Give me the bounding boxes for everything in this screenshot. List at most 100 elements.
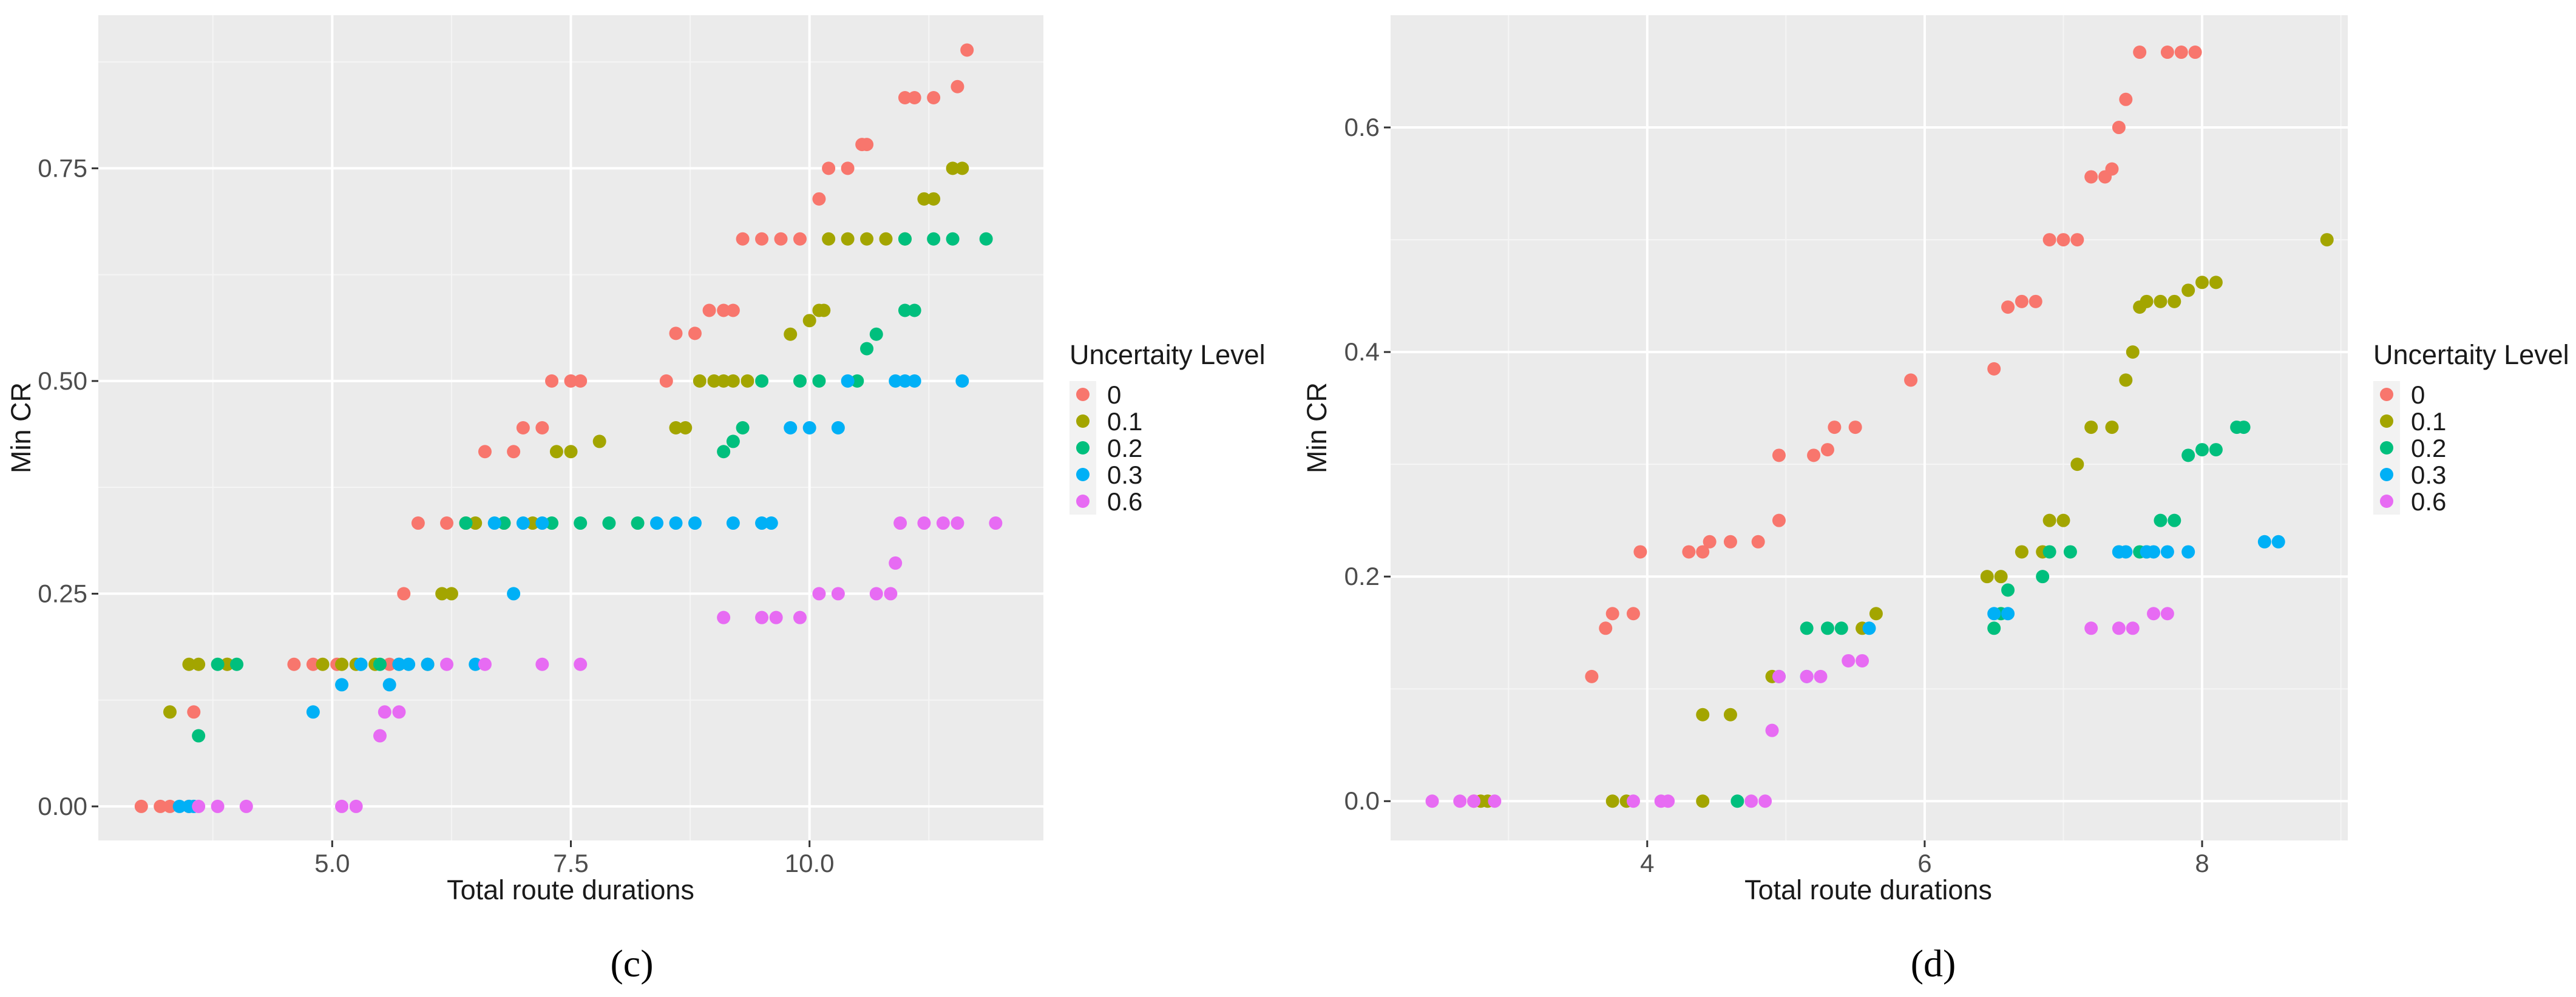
data-point-level-0-2 xyxy=(2195,443,2209,457)
legend-label: 0.6 xyxy=(1107,487,1142,516)
data-point-level-0-6 xyxy=(893,516,907,530)
data-point-level-0-6 xyxy=(917,516,931,530)
data-point-level-0-2 xyxy=(602,516,616,530)
data-point-level-0-2 xyxy=(946,232,960,246)
data-point-level-0-2 xyxy=(373,657,387,671)
data-point-level-0-3 xyxy=(2181,545,2195,559)
data-point-level-0 xyxy=(2029,294,2042,308)
data-point-level-0-1 xyxy=(316,657,330,671)
data-point-level-0-2 xyxy=(192,729,206,743)
data-point-level-0 xyxy=(717,303,731,317)
data-point-level-0 xyxy=(793,232,807,246)
data-point-level-0 xyxy=(2001,300,2015,314)
data-point-level-0 xyxy=(907,91,921,104)
data-point-level-0 xyxy=(287,657,301,671)
data-point-level-0-6 xyxy=(2160,607,2174,621)
data-point-level-0-3 xyxy=(1987,607,2001,621)
data-point-level-0-3 xyxy=(2001,607,2015,621)
data-point-level-0 xyxy=(163,799,177,813)
data-point-level-0-1 xyxy=(679,421,693,434)
legend-key-0-3 xyxy=(2380,468,2393,481)
data-point-level-0-1 xyxy=(2126,345,2140,359)
data-point-level-0-6 xyxy=(951,516,964,530)
legend-key-0-1 xyxy=(2380,414,2393,428)
data-point-level-0 xyxy=(1772,513,1786,527)
data-point-level-0-2 xyxy=(979,232,993,246)
data-point-level-0-2 xyxy=(230,657,244,671)
data-point-level-0-1 xyxy=(1605,794,1619,808)
data-point-level-0-1 xyxy=(163,705,177,719)
y-tick-label: 0.75 xyxy=(38,154,87,182)
data-point-level-0-6 xyxy=(1626,794,1640,808)
panel-d-caption: (d) xyxy=(1911,942,1956,985)
legend-key-0-6 xyxy=(1076,495,1090,508)
data-point-level-0 xyxy=(306,657,320,671)
data-point-level-0 xyxy=(1626,607,1640,621)
data-point-level-0-2 xyxy=(2063,545,2077,559)
data-point-level-0-6 xyxy=(373,729,387,743)
data-point-level-0 xyxy=(2105,162,2119,176)
legend-key-0-2 xyxy=(1076,441,1090,455)
data-point-level-0-6 xyxy=(211,799,225,813)
data-point-level-0 xyxy=(397,587,411,601)
y-tick-label: 0.6 xyxy=(1344,113,1380,141)
data-point-level-0-6 xyxy=(869,587,883,601)
data-point-level-0 xyxy=(1904,373,1918,387)
data-point-level-0-6 xyxy=(392,705,406,719)
data-point-level-0-6 xyxy=(989,516,1003,530)
y-tick-label: 0.2 xyxy=(1344,562,1380,590)
data-point-level-0-3 xyxy=(764,516,778,530)
x-tick-label: 10.0 xyxy=(785,849,835,877)
data-point-level-0-2 xyxy=(459,516,473,530)
data-point-level-0 xyxy=(1820,443,1834,457)
data-point-level-0-2 xyxy=(2154,513,2168,527)
data-point-level-0-2 xyxy=(869,327,883,341)
data-point-level-0-1 xyxy=(2015,545,2029,559)
data-point-level-0-1 xyxy=(1696,708,1710,722)
legend-key-0-6 xyxy=(2380,495,2393,508)
data-point-level-0-3 xyxy=(306,705,320,719)
data-point-level-0 xyxy=(411,516,425,530)
data-point-level-0-1 xyxy=(841,232,855,246)
data-point-level-0-2 xyxy=(2042,545,2056,559)
data-point-level-0-1 xyxy=(707,374,721,388)
data-point-level-0-2 xyxy=(793,374,807,388)
data-point-level-0-1 xyxy=(192,657,206,671)
data-point-level-0-1 xyxy=(526,516,540,530)
panel-d-x-axis-title: Total route durations xyxy=(1744,874,1992,905)
data-point-level-0-3 xyxy=(2257,535,2271,549)
panel-c-y-axis: 0.00 0.25 0.50 0.75 xyxy=(38,154,98,820)
data-point-level-0-1 xyxy=(860,232,874,246)
data-point-level-0-3 xyxy=(898,374,912,388)
data-point-level-0-2 xyxy=(907,303,921,317)
data-point-level-0-3 xyxy=(802,421,816,434)
data-point-level-0-2 xyxy=(2209,443,2223,457)
data-point-level-0-1 xyxy=(2209,275,2223,289)
data-point-level-0-6 xyxy=(1467,794,1481,808)
data-point-level-0 xyxy=(702,303,716,317)
data-point-level-0-1 xyxy=(2042,513,2056,527)
data-point-level-0-1 xyxy=(802,314,816,328)
data-point-level-0-2 xyxy=(898,303,912,317)
panel-c-points xyxy=(134,43,1003,813)
legend-key-0 xyxy=(2380,388,2393,401)
panel-d-background xyxy=(1391,15,2348,840)
data-point-level-0-6 xyxy=(2147,607,2161,621)
chart-c: 5.0 7.5 10.0 0.00 0.25 0.50 0.75 Total route … xyxy=(5,15,1266,985)
data-point-level-0-2 xyxy=(497,516,511,530)
data-point-level-0 xyxy=(545,374,559,388)
data-point-level-0 xyxy=(574,374,588,388)
data-point-level-0-1 xyxy=(741,374,754,388)
data-point-level-0-2 xyxy=(2237,421,2251,434)
data-point-level-0-1 xyxy=(2084,421,2098,434)
data-point-level-0 xyxy=(2070,233,2084,247)
legend-label: 0.3 xyxy=(1107,461,1142,489)
panel-c-y-axis-title: Min CR xyxy=(5,382,36,473)
data-point-level-0-6 xyxy=(812,587,826,601)
data-point-level-0-1 xyxy=(564,445,578,459)
data-point-level-0-6 xyxy=(1842,654,1856,667)
data-point-level-0 xyxy=(1828,421,1842,434)
data-point-level-0 xyxy=(1848,421,1862,434)
data-point-level-0-2 xyxy=(812,374,826,388)
x-tick-label: 6 xyxy=(1917,849,1931,877)
